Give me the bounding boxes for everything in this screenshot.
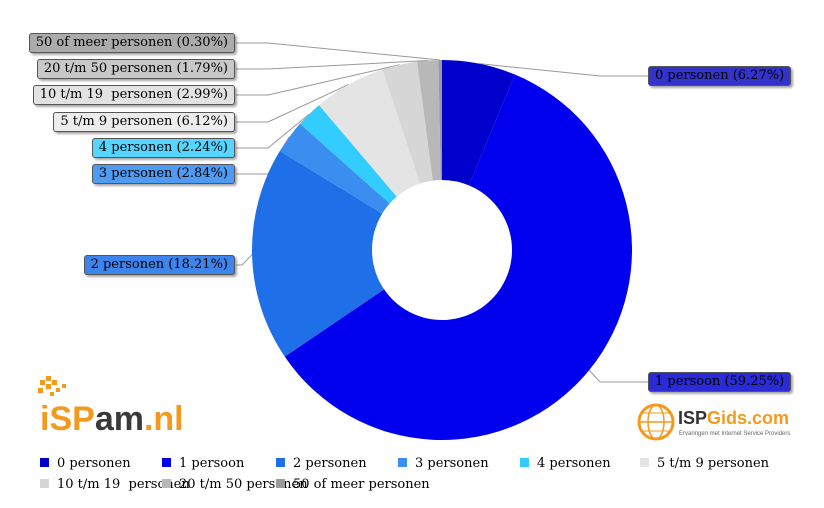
legend-swatch [40,458,49,467]
leader-line [236,254,253,266]
slice-label: 4 personen (2.24%) [91,138,235,158]
donut-slice [279,123,390,214]
legend-swatch [520,458,529,467]
legend-item: 50 of meer personen [276,477,430,493]
svg-text:ISPGids.com: ISPGids.com [678,408,789,428]
slice-label: 0 personen (6.27%) [648,66,792,86]
leader-line [236,60,428,70]
legend-item: 0 personen [40,456,131,472]
slice-label: 2 personen (18.21%) [83,255,235,275]
donut-slice [438,60,442,181]
legend-swatch [40,479,49,488]
legend-label: 2 personen [293,456,367,471]
leader-line [588,369,648,383]
legend-swatch [640,458,649,467]
legend-swatch [162,458,171,467]
legend-label: 5 t/m 9 personen [657,456,770,471]
legend-item: 2 personen [276,456,367,472]
leader-line [236,113,310,149]
legend-item: 3 personen [398,456,489,472]
donut-slice [299,105,397,204]
ispgids-logo-isp: ISP [678,408,707,428]
legend-item: 5 t/m 9 personen [640,456,769,472]
donut-slice [382,61,433,184]
slice-label: 20 t/m 50 personen (1.79%) [36,59,235,79]
legend-label: 0 personen [57,456,131,471]
legend-label: 1 persoon [179,456,245,471]
legend-label: 4 personen [537,456,611,471]
leader-line [236,64,400,96]
donut-slices [251,60,632,440]
ispgids-logo-gids: Gids.com [707,408,789,428]
donut-slice [284,74,632,440]
legend-item: 10 t/m 19 personen [40,477,190,493]
legend-label: 10 t/m 19 personen [57,477,190,492]
svg-text:iSPam.nl: iSPam.nl [40,400,184,434]
donut-slice [442,60,515,186]
legend-label: 50 of meer personen [293,477,430,492]
leader-line [479,63,648,77]
legend-swatch [398,458,407,467]
leader-lines [236,42,648,383]
ispam-logo: iSPam.nl [36,374,186,438]
legend-swatch [276,458,285,467]
ispgids-logo: ISPGids.com Ervaringen met Internet Serv… [636,400,796,444]
ispam-logo-isp: iSP [40,400,95,434]
donut-slice [417,60,441,181]
leader-line [236,83,350,123]
ispam-logo-am: am [95,400,144,434]
slice-label: 50 of meer personen (0.30%) [28,33,235,53]
ispam-logo-nl: .nl [144,400,184,434]
legend-swatch [276,479,285,488]
slice-label: 10 t/m 19 personen (2.99%) [32,85,235,105]
legend-swatch [162,479,171,488]
legend-item: 4 personen [520,456,611,472]
legend-item: 1 persoon [162,456,244,472]
slice-label: 5 t/m 9 personen (6.12%) [53,112,235,132]
slice-label: 1 persoon (59.25%) [648,372,792,392]
donut-slice [319,69,421,197]
ispgids-tagline: Ervaringen met Internet Service Provider… [679,431,790,437]
donut-slice [251,151,385,357]
legend-label: 3 personen [415,456,489,471]
slice-label: 3 personen (2.84%) [91,164,235,184]
leader-line [236,42,441,61]
